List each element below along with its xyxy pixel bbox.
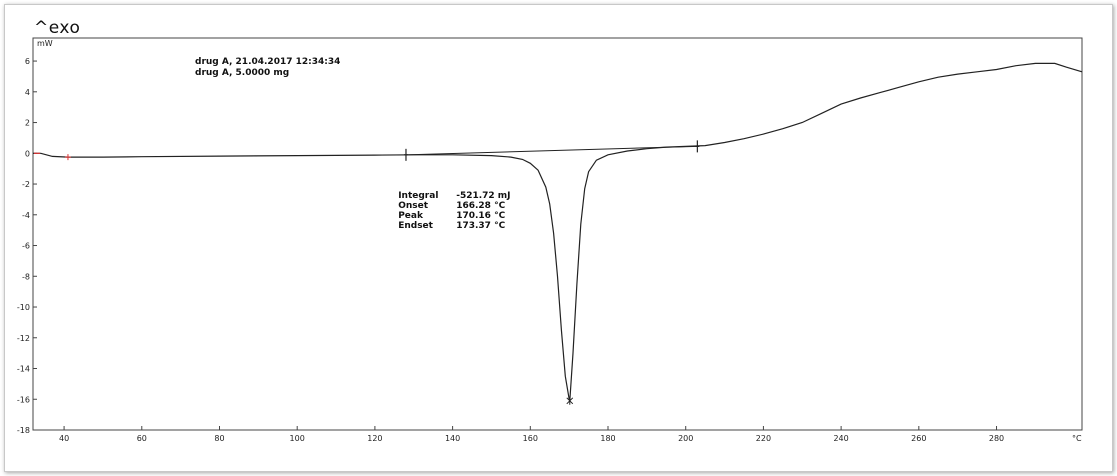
x-tick-label: 180 xyxy=(600,434,615,443)
y-axis: 6 4 2 0 -2 -4 -6 -8 -10 -12 -14 -16 -18 xyxy=(17,57,37,435)
sample-header-line-2: drug A, 5.0000 mg xyxy=(195,68,289,78)
y-tick-label: -6 xyxy=(22,242,30,251)
annotation-value: 170.16 °C xyxy=(456,211,505,221)
x-tick-label: 160 xyxy=(523,434,538,443)
x-axis-unit: °C xyxy=(1072,434,1082,443)
y-tick-label: -4 xyxy=(22,211,30,220)
x-tick-label: 200 xyxy=(678,434,693,443)
exo-direction-label: ^exo xyxy=(34,18,81,38)
x-tick-label: 100 xyxy=(290,434,305,443)
y-tick-label: -10 xyxy=(17,303,30,312)
x-tick-label: 280 xyxy=(989,434,1004,443)
annotation-value: 173.37 °C xyxy=(456,221,505,231)
y-tick-label: -18 xyxy=(17,426,30,435)
start-marker xyxy=(64,154,71,161)
annotation-label: Integral xyxy=(398,191,438,201)
sample-header: drug A, 21.04.2017 12:34:34 drug A, 5.00… xyxy=(195,57,340,78)
y-axis-unit: mW xyxy=(37,39,53,48)
x-tick-label: 240 xyxy=(833,434,848,443)
peak-annotation: Integral -521.72 mJ Onset 166.28 °C Peak 170.… xyxy=(398,191,510,231)
annotation-label: Onset xyxy=(398,201,429,211)
integration-baseline xyxy=(405,145,698,156)
x-tick-label: 80 xyxy=(214,434,224,443)
limit-marks xyxy=(34,140,700,405)
x-tick-label: 260 xyxy=(911,434,926,443)
x-axis: 40 60 80 100 120 140 160 180 200 220 240 260 280 xyxy=(59,426,1004,443)
y-tick-label: 0 xyxy=(25,149,30,158)
y-tick-label: 6 xyxy=(25,57,30,66)
y-tick-label: -8 xyxy=(22,272,30,281)
y-tick-label: 2 xyxy=(25,119,30,128)
x-tick-label: 140 xyxy=(445,434,460,443)
plot-area xyxy=(32,37,1083,431)
sample-header-line-1: drug A, 21.04.2017 12:34:34 xyxy=(195,57,340,67)
y-tick-label: -14 xyxy=(17,365,30,374)
peak-marker xyxy=(566,396,574,405)
x-tick-label: 120 xyxy=(367,434,382,443)
y-tick-label: -16 xyxy=(17,395,30,404)
x-tick-label: 220 xyxy=(756,434,771,443)
x-tick-label: 60 xyxy=(137,434,147,443)
y-tick-label: -12 xyxy=(17,334,30,343)
thermogram-panel xyxy=(4,4,1113,472)
y-tick-label: 4 xyxy=(25,88,30,97)
x-tick-label: 40 xyxy=(59,434,69,443)
heat-flow-curve xyxy=(33,62,1083,402)
y-tick-label: -2 xyxy=(22,180,30,189)
annotation-label: Endset xyxy=(398,221,433,231)
annotation-value: -521.72 mJ xyxy=(456,191,510,201)
annotation-value: 166.28 °C xyxy=(456,201,505,211)
annotation-label: Peak xyxy=(398,211,424,221)
